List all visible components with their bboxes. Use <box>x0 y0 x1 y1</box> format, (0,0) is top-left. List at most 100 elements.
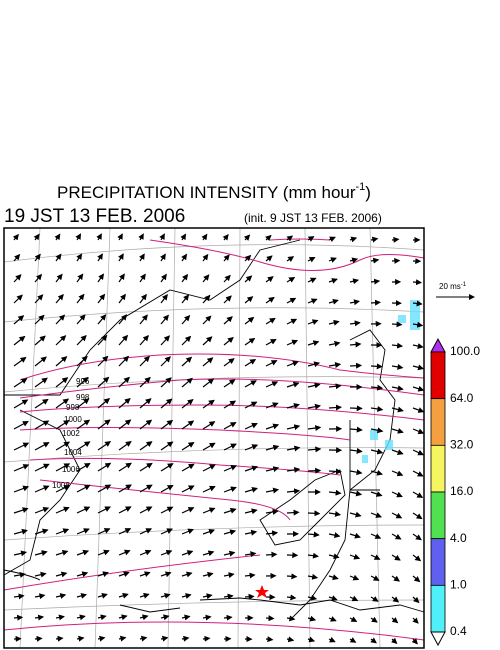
wind-arrow <box>34 506 50 514</box>
wind-arrow <box>328 404 342 411</box>
wind-arrow <box>223 507 237 514</box>
wind-arrow <box>97 528 111 535</box>
wind-arrow <box>160 484 174 493</box>
wind-arrow <box>222 233 229 241</box>
wind-arrow <box>76 528 90 535</box>
wind-arrow <box>13 550 28 557</box>
wind-arrow <box>412 343 424 349</box>
wind-arrow <box>76 592 88 599</box>
wind-arrow <box>265 296 275 304</box>
wind-arrow <box>223 422 237 430</box>
wind-arrow <box>139 614 149 621</box>
wind-arrow <box>391 363 404 370</box>
title: PRECIPITATION INTENSITY (mm hour-1) <box>57 181 371 203</box>
wind-arrow <box>349 469 363 476</box>
wind-arrow <box>244 508 258 515</box>
wind-arrow <box>160 506 174 514</box>
wind-arrow <box>13 274 22 283</box>
wind-arrow <box>265 317 276 325</box>
wind-arrow <box>181 528 194 535</box>
wind-arrow <box>118 398 131 409</box>
wind-arrow <box>55 377 69 388</box>
colorbar-box <box>430 491 446 540</box>
wind-arrow <box>55 463 71 472</box>
wind-arrow <box>349 362 363 369</box>
wind-arrow <box>97 419 111 430</box>
wind-arrow <box>55 506 70 514</box>
wind-arrow <box>181 294 190 304</box>
wind-arrow <box>13 528 28 535</box>
wind-arrow <box>118 506 132 514</box>
wind-arrow <box>13 378 28 388</box>
wind-arrow <box>181 635 190 642</box>
wind-arrow <box>202 485 216 493</box>
wind-arrow <box>391 236 400 243</box>
wind-arrow <box>244 465 259 472</box>
wind-arrow <box>202 294 211 304</box>
wind-arrow <box>349 426 363 433</box>
wind-arrow <box>286 573 298 580</box>
wind-arrow <box>138 233 144 241</box>
wind-arrow <box>202 635 211 642</box>
wind-arrow <box>412 385 425 392</box>
wind-arrow <box>370 491 383 497</box>
wind-arrow <box>34 398 49 409</box>
wind-arrow <box>160 398 173 409</box>
wind-arrow <box>286 636 295 643</box>
wind-arrow <box>76 614 86 621</box>
wind-arrow <box>34 314 45 325</box>
wind-arrow <box>202 442 216 451</box>
wind-arrow <box>391 533 402 540</box>
map-frame <box>3 227 425 649</box>
wind-arrow <box>76 273 84 283</box>
wind-arrow <box>286 615 296 622</box>
wind-arrow <box>412 491 424 498</box>
wind-arrow <box>349 341 362 348</box>
wind-arrow <box>286 445 301 452</box>
isobar-label: 996 <box>76 377 90 386</box>
wind-arrow <box>55 356 68 367</box>
wind-arrow <box>370 575 380 581</box>
wind-arrow <box>181 253 188 262</box>
wind-arrow <box>244 593 255 600</box>
wind-arrow <box>202 614 212 621</box>
wind-arrow <box>328 383 342 390</box>
precipitation-patch <box>362 300 420 463</box>
wind-arrow <box>160 592 171 599</box>
wind-arrow <box>13 294 23 304</box>
wind-arrow <box>202 399 215 409</box>
wind-arrow <box>349 511 362 518</box>
wind-arrow <box>13 507 29 514</box>
wind-arrow <box>265 487 280 494</box>
wind-arrow <box>76 253 83 262</box>
wind-arrow <box>370 533 382 539</box>
wind-arrow <box>328 236 336 243</box>
wind-arrow <box>307 531 320 538</box>
wind-arrow <box>370 596 379 602</box>
colorbar: 100.0 64.0 32.0 16.0 4.0 1.0 0.4 <box>430 337 480 647</box>
wind-arrow <box>55 635 64 642</box>
wind-arrow <box>349 299 360 306</box>
wind-arrow <box>118 592 129 599</box>
wind-arrow <box>349 320 361 327</box>
wind-arrow <box>223 358 235 367</box>
wind-arrow <box>55 549 69 556</box>
wind-arrow <box>223 316 233 325</box>
wind-arrow <box>307 403 322 410</box>
wind-arrow <box>13 464 30 472</box>
wind-arrow <box>181 420 195 430</box>
wind-arrow <box>244 529 258 536</box>
wind-arrow <box>34 635 43 642</box>
wind-arrow <box>328 553 340 560</box>
wind-arrow <box>97 506 111 514</box>
colorbar-box <box>430 444 446 493</box>
wind-arrow <box>118 440 132 451</box>
wind-arrow <box>76 293 85 304</box>
wind-arrow <box>181 273 189 283</box>
wind-arrow <box>223 593 234 600</box>
wind-arrow <box>55 314 66 325</box>
wind-arrow <box>202 421 216 430</box>
wind-arrow <box>97 614 107 621</box>
